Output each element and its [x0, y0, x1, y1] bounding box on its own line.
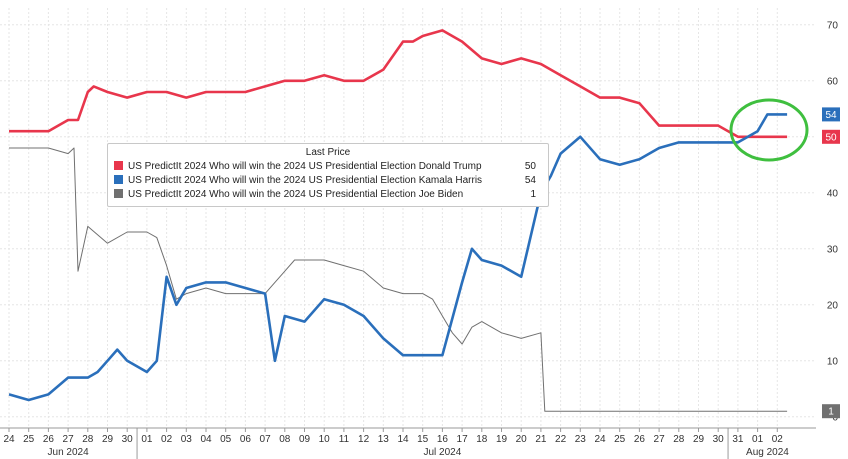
end-tag-label: 54: [825, 110, 837, 121]
x-tick-label: 31: [732, 434, 744, 445]
legend-label-biden: US PredictIt 2024 Who will win the 2024 …: [128, 189, 464, 200]
x-tick-label: 01: [141, 434, 153, 445]
x-tick-label: 03: [181, 434, 193, 445]
x-tick-label: 16: [437, 434, 449, 445]
end-tag-box: [822, 404, 840, 419]
x-axis-month-labels: Jun 2024 Jul 2024 Aug 2024: [48, 428, 789, 459]
y-tick-label: 70: [827, 20, 839, 31]
x-tick-label: 17: [457, 434, 469, 445]
x-tick-label: 09: [299, 434, 311, 445]
legend-swatch-trump: [114, 161, 123, 170]
x-tick-label: 30: [122, 434, 134, 445]
x-tick-label: 14: [397, 434, 409, 445]
legend-entry-trump: US PredictIt 2024 Who will win the 2024 …: [114, 161, 542, 174]
x-tick-label: 01: [752, 434, 764, 445]
x-tick-label: 18: [476, 434, 488, 445]
end-tag-label: 1: [828, 407, 834, 418]
x-tick-label: 19: [496, 434, 508, 445]
x-tick-label: 02: [772, 434, 784, 445]
x-tick-label: 24: [3, 434, 15, 445]
month-label: Aug 2024: [746, 447, 789, 458]
x-tick-label: 04: [200, 434, 212, 445]
x-tick-label: 27: [63, 434, 75, 445]
legend-title: Last Price: [305, 147, 351, 158]
x-tick-label: 20: [516, 434, 528, 445]
x-tick-label: 26: [634, 434, 646, 445]
x-tick-label: 28: [673, 434, 685, 445]
y-tick-label: 40: [827, 188, 839, 199]
month-label: Jun 2024: [48, 447, 90, 458]
x-tick-label: 07: [260, 434, 272, 445]
x-tick-label: 27: [654, 434, 666, 445]
highlight-circle: [729, 98, 809, 162]
legend-label-trump: US PredictIt 2024 Who will win the 2024 …: [128, 161, 482, 172]
x-tick-label: 15: [417, 434, 429, 445]
legend-label-harris: US PredictIt 2024 Who will win the 2024 …: [128, 175, 483, 186]
legend-swatch-harris: [114, 175, 123, 184]
series-line: [9, 147, 788, 412]
x-tick-label: 08: [279, 434, 291, 445]
x-tick-label: 24: [594, 434, 606, 445]
x-tick-label: 11: [339, 434, 350, 445]
x-tick-label: 28: [82, 434, 94, 445]
y-tick-label: 10: [827, 356, 839, 367]
series-line: [8, 113, 788, 402]
legend-last-harris: 54: [524, 175, 536, 186]
end-tag-box: [822, 129, 840, 144]
x-tick-label: 30: [713, 434, 725, 445]
x-axis-ticks: 24 25 26 27 28 29 30 01 02 03 04 05 06 07 08 09 10 11 12 13…: [3, 428, 783, 445]
series-layer: [8, 29, 788, 412]
x-tick-label: 21: [535, 434, 547, 445]
x-tick-label: 29: [693, 434, 705, 445]
legend-entry-biden: US PredictIt 2024 Who will win the 2024 …: [114, 189, 542, 202]
x-tick-label: 23: [575, 434, 587, 445]
x-tick-label: 25: [614, 434, 626, 445]
month-label: Jul 2024: [423, 447, 461, 458]
end-tag-label: 50: [825, 132, 837, 143]
vertical-gridlines: [8, 8, 778, 428]
series-end-tags: 50 54 1: [822, 107, 840, 419]
end-tag-box: [822, 107, 840, 122]
x-tick-label: 22: [555, 434, 567, 445]
series-line: [9, 29, 788, 139]
legend-last-trump: 50: [524, 161, 536, 172]
x-tick-label: 02: [161, 434, 173, 445]
legend-last-biden: 1: [530, 189, 536, 200]
legend-swatch-biden: [114, 189, 123, 198]
x-tick-label: 10: [319, 434, 331, 445]
y-tick-label: 30: [827, 244, 839, 255]
y-tick-label: 60: [827, 76, 839, 87]
x-tick-label: 26: [43, 434, 55, 445]
x-tick-label: 06: [240, 434, 252, 445]
x-tick-label: 13: [378, 434, 390, 445]
horizontal-gridlines: [0, 24, 816, 418]
legend-entry-harris: US PredictIt 2024 Who will win the 2024 …: [114, 175, 542, 188]
x-tick-label: 29: [102, 434, 114, 445]
y-tick-label: 20: [827, 300, 839, 311]
x-tick-label: 12: [358, 434, 370, 445]
x-tick-label: 25: [23, 434, 35, 445]
legend: Last Price US PredictIt 2024 Who will wi…: [107, 143, 549, 207]
x-tick-label: 05: [220, 434, 232, 445]
